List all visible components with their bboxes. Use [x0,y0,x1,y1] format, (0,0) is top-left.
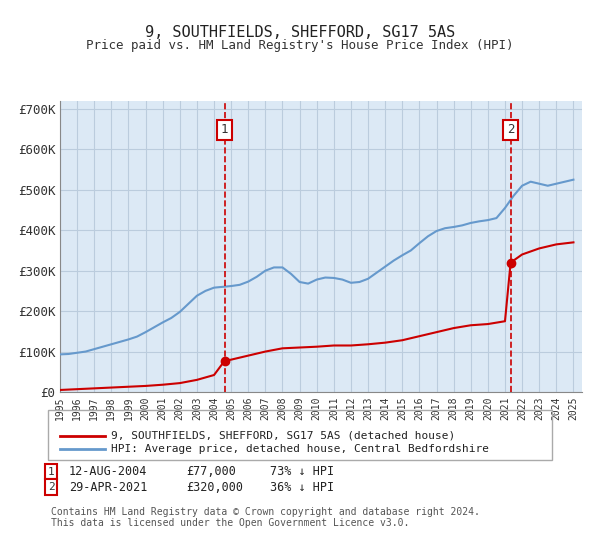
Text: 1: 1 [47,466,55,477]
Text: 1: 1 [221,123,229,137]
Text: HPI: Average price, detached house, Central Bedfordshire: HPI: Average price, detached house, Cent… [111,444,489,454]
Text: 73% ↓ HPI: 73% ↓ HPI [270,465,334,478]
Text: 2: 2 [507,123,514,137]
Text: 12-AUG-2004: 12-AUG-2004 [69,465,148,478]
Text: 36% ↓ HPI: 36% ↓ HPI [270,480,334,494]
Text: Contains HM Land Registry data © Crown copyright and database right 2024.
This d: Contains HM Land Registry data © Crown c… [51,507,480,529]
Text: £320,000: £320,000 [186,480,243,494]
Text: 29-APR-2021: 29-APR-2021 [69,480,148,494]
Text: 2: 2 [47,482,55,492]
Text: Price paid vs. HM Land Registry's House Price Index (HPI): Price paid vs. HM Land Registry's House … [86,39,514,52]
Text: £77,000: £77,000 [186,465,236,478]
Text: 9, SOUTHFIELDS, SHEFFORD, SG17 5AS (detached house): 9, SOUTHFIELDS, SHEFFORD, SG17 5AS (deta… [111,431,455,441]
Text: 9, SOUTHFIELDS, SHEFFORD, SG17 5AS: 9, SOUTHFIELDS, SHEFFORD, SG17 5AS [145,25,455,40]
